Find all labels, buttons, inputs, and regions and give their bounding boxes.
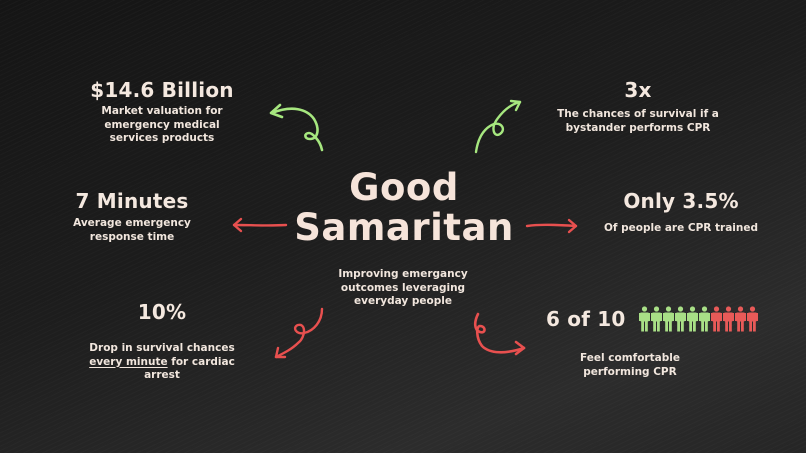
- page-title: Good Samaritan: [290, 168, 518, 248]
- title-line-1: Good: [349, 166, 459, 209]
- stat-trained: Only 3.5% Of people are CPR trained: [596, 189, 766, 236]
- stat-market-value: $14.6 Billion: [90, 78, 234, 102]
- person-icon: [698, 306, 710, 332]
- curly-arrow-green-icon: [474, 99, 522, 154]
- straight-arrow-red-icon: [525, 218, 578, 234]
- person-icon: [674, 306, 686, 332]
- person-icon: [686, 306, 698, 332]
- stat-comfortable-desc: Feel comfortable performing CPR: [580, 352, 680, 378]
- curly-arrow-green-icon: [269, 103, 324, 152]
- stat-comfortable-value: 6 of 10: [546, 307, 626, 331]
- stat-response-desc: Average emergency response time: [73, 217, 191, 243]
- stat-response-value: 7 Minutes: [75, 189, 189, 213]
- person-icon: [722, 306, 734, 332]
- curly-arrow-red-icon: [274, 307, 324, 359]
- stat-market-desc: Market valuation for emergency medical s…: [101, 105, 223, 144]
- stat-drop-desc: Drop in survival chances every minute fo…: [82, 342, 242, 383]
- stat-drop-value: 10%: [137, 300, 187, 324]
- person-icon: [746, 306, 758, 332]
- stat-market: $14.6 Billion Market valuation for emerg…: [82, 78, 242, 146]
- stat-drop-desc-post: for cardiac arrest: [144, 355, 235, 382]
- subtitle: Improving emergancy outcomes leveraging …: [338, 268, 468, 307]
- stat-trained-desc: Of people are CPR trained: [603, 222, 759, 234]
- curly-arrow-red-icon: [473, 312, 526, 356]
- stat-response: 7 Minutes Average emergency response tim…: [62, 189, 202, 244]
- stat-drop-desc-pre: Drop in survival chances: [89, 342, 235, 354]
- straight-arrow-red-icon: [232, 217, 288, 233]
- stat-drop: 10% Drop in survival chances every minut…: [82, 300, 242, 383]
- person-icon: [638, 306, 650, 332]
- stat-comfortable: Feel comfortable performing CPR: [560, 352, 700, 379]
- title-line-2: Samaritan: [294, 206, 514, 249]
- people-icons: [638, 306, 758, 332]
- person-icon: [650, 306, 662, 332]
- stat-survival-desc: The chances of survival if a bystander p…: [557, 108, 719, 134]
- stat-drop-underline: every minute: [89, 355, 168, 368]
- person-icon: [710, 306, 722, 332]
- stat-comfortable-row: 6 of 10: [546, 306, 758, 332]
- stat-trained-value: Only 3.5%: [623, 189, 739, 213]
- person-icon: [662, 306, 674, 332]
- person-icon: [734, 306, 746, 332]
- stat-survival: 3x The chances of survival if a bystande…: [548, 78, 728, 135]
- stat-survival-value: 3x: [624, 78, 652, 102]
